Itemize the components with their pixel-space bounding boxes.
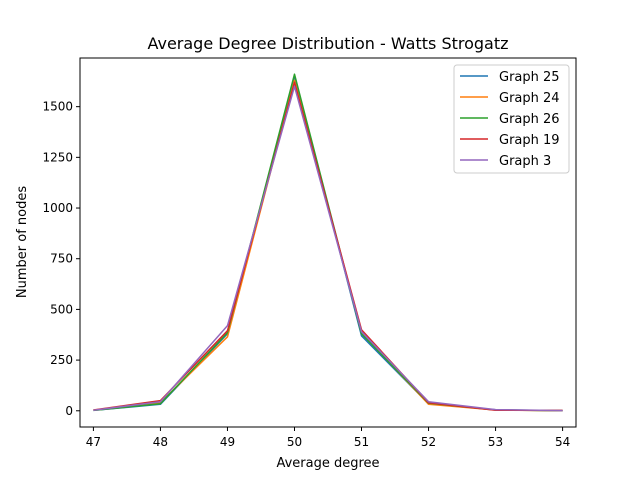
x-axis-ticks: 47 48 49 50 51 52 53 54 — [86, 427, 570, 449]
chart-title: Average Degree Distribution - Watts Stro… — [147, 34, 508, 53]
x-tick-label: 48 — [153, 435, 168, 449]
y-tick-label: 1250 — [42, 150, 73, 164]
legend-frame — [453, 64, 570, 174]
legend: Graph 25 Graph 24 Graph 26 Graph 19 Graph 3 — [453, 64, 570, 174]
x-tick-label: 51 — [354, 435, 369, 449]
y-tick-label: 1000 — [42, 201, 73, 215]
y-axis-label: Number of nodes — [15, 186, 30, 298]
y-axis-ticks: 0 250 500 750 1000 1250 1500 — [42, 100, 80, 418]
y-tick-label: 250 — [50, 353, 73, 367]
x-tick-label: 54 — [555, 435, 570, 449]
y-tick-label: 750 — [50, 252, 73, 266]
legend-label: Graph 3 — [499, 154, 551, 169]
x-tick-label: 53 — [488, 435, 503, 449]
y-tick-label: 500 — [50, 302, 73, 316]
legend-label: Graph 25 — [499, 70, 560, 85]
x-axis-label: Average degree — [276, 456, 379, 471]
x-tick-label: 49 — [220, 435, 235, 449]
y-tick-label: 1500 — [42, 100, 73, 114]
plot-frame — [79, 57, 577, 428]
legend-label: Graph 24 — [499, 91, 560, 106]
x-tick-label: 50 — [287, 435, 302, 449]
legend-label: Graph 19 — [499, 133, 560, 148]
series-line-5 — [93, 85, 563, 412]
legend-label: Graph 26 — [499, 112, 560, 127]
y-tick-label: 0 — [65, 404, 73, 418]
plot-lines — [93, 73, 563, 412]
x-tick-label: 52 — [421, 435, 436, 449]
x-tick-label: 47 — [86, 435, 101, 449]
